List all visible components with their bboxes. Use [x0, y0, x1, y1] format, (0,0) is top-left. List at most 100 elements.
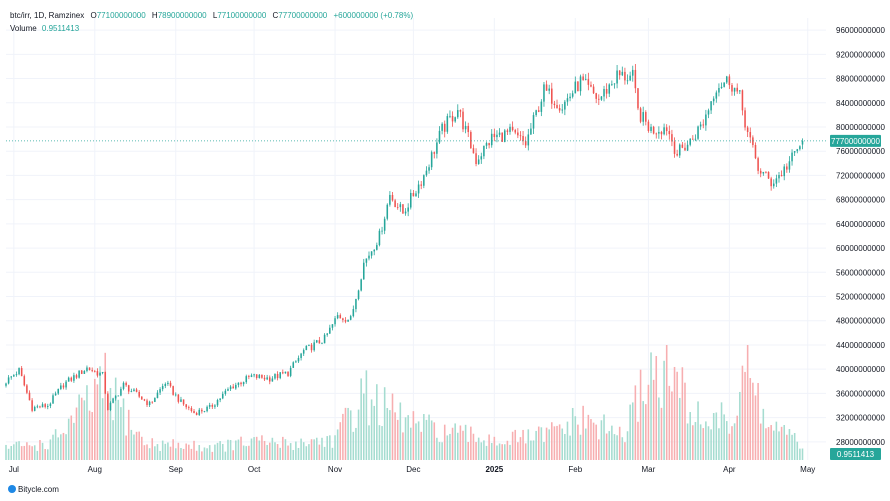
- candle-body: [697, 126, 699, 139]
- candle-body: [378, 230, 381, 246]
- volume-bar: [430, 420, 433, 460]
- volume-bar: [780, 426, 783, 460]
- candle-body: [723, 82, 725, 87]
- footer-logo[interactable]: Bitycle.com: [8, 485, 59, 494]
- y-tick-label: 28000000000: [836, 438, 885, 447]
- volume-bar: [577, 424, 579, 460]
- candle-body: [266, 377, 268, 380]
- candle-body: [736, 87, 738, 92]
- candle-body: [569, 96, 571, 99]
- candle-body: [10, 376, 13, 378]
- volume-bar: [605, 433, 608, 460]
- volume-bar: [488, 434, 490, 460]
- candle-body: [169, 382, 172, 387]
- volume-bar: [522, 429, 524, 460]
- volume-bar: [746, 345, 749, 460]
- candle-body: [107, 393, 109, 410]
- candle-body: [425, 170, 428, 176]
- candle-body: [472, 148, 475, 154]
- candle-body: [15, 374, 18, 376]
- candle-body: [718, 87, 720, 93]
- y-tick-label: 68000000000: [836, 196, 885, 205]
- volume-bar: [26, 442, 28, 460]
- candle-body: [692, 138, 694, 140]
- volume-bar: [707, 426, 710, 460]
- candle-body: [506, 130, 509, 132]
- y-tick-label: 60000000000: [836, 244, 885, 253]
- volume-bar: [31, 446, 33, 460]
- candle-body: [331, 324, 334, 328]
- candle-body: [159, 389, 161, 393]
- candle-body: [208, 404, 211, 407]
- volume-bar: [611, 425, 613, 460]
- last-price-tag: [830, 134, 881, 147]
- candle-body: [702, 124, 705, 126]
- volume-bar: [660, 407, 663, 460]
- volume-bar: [88, 410, 91, 460]
- volume-bar: [705, 421, 707, 460]
- candle-body: [54, 393, 57, 396]
- candle-body: [459, 110, 462, 112]
- candle-body: [20, 368, 23, 377]
- candle-body: [689, 138, 691, 145]
- candle-body: [26, 385, 28, 393]
- volume-bar: [754, 395, 757, 460]
- volume-bar: [104, 352, 107, 460]
- volume-bar: [75, 407, 78, 460]
- candle-body: [788, 161, 791, 170]
- volume-bar: [70, 415, 73, 460]
- volume-bar: [511, 431, 514, 460]
- candle-body: [120, 388, 122, 396]
- volume-bar: [712, 413, 715, 460]
- candle-body: [511, 126, 514, 131]
- candle-body: [493, 133, 496, 138]
- candle-body: [167, 382, 169, 384]
- candle-body: [383, 218, 386, 231]
- candle-body: [18, 368, 20, 375]
- volume-bar: [253, 437, 255, 460]
- candle-body: [135, 389, 138, 392]
- candle-body: [577, 81, 579, 92]
- volume-bar: [112, 420, 114, 460]
- volume-bar: [480, 442, 483, 460]
- candle-body: [733, 87, 736, 92]
- volume-bar: [548, 429, 550, 460]
- volume-bar: [271, 437, 274, 460]
- candle-body: [801, 140, 804, 145]
- candles: [5, 63, 804, 416]
- volume-bar: [248, 445, 250, 460]
- volume-bar: [308, 444, 310, 460]
- candle-body: [485, 143, 488, 146]
- y-tick-label: 88000000000: [836, 75, 885, 84]
- candle-body: [498, 132, 501, 135]
- candle-body: [88, 367, 91, 371]
- candle-body: [321, 343, 323, 345]
- candle-body: [219, 398, 221, 401]
- volume-bar: [292, 449, 295, 460]
- volume-bar: [459, 425, 462, 460]
- volume-bar: [616, 435, 618, 460]
- candle-body: [190, 408, 193, 412]
- candle-body: [590, 84, 592, 87]
- candle-body: [154, 398, 156, 402]
- volume-bar: [582, 405, 584, 460]
- candle-body: [297, 357, 300, 362]
- volume-bar: [483, 440, 485, 460]
- candle-body: [91, 370, 93, 372]
- volume-legend-row: Volume 0.9511413: [10, 22, 413, 35]
- y-tick-label: 64000000000: [836, 220, 885, 229]
- volume-bar: [689, 412, 691, 460]
- volume-bar: [203, 447, 206, 460]
- volume-bar: [720, 402, 723, 460]
- candle-body: [561, 109, 564, 111]
- volume-bar: [302, 442, 305, 460]
- candle-body: [127, 385, 130, 392]
- candle-body: [373, 249, 375, 252]
- candle-body: [232, 386, 234, 389]
- x-tick-label: Feb: [568, 465, 582, 474]
- volume-bar: [5, 444, 7, 460]
- candle-body: [214, 405, 216, 407]
- candle-body: [224, 390, 227, 394]
- candle-body: [598, 98, 600, 100]
